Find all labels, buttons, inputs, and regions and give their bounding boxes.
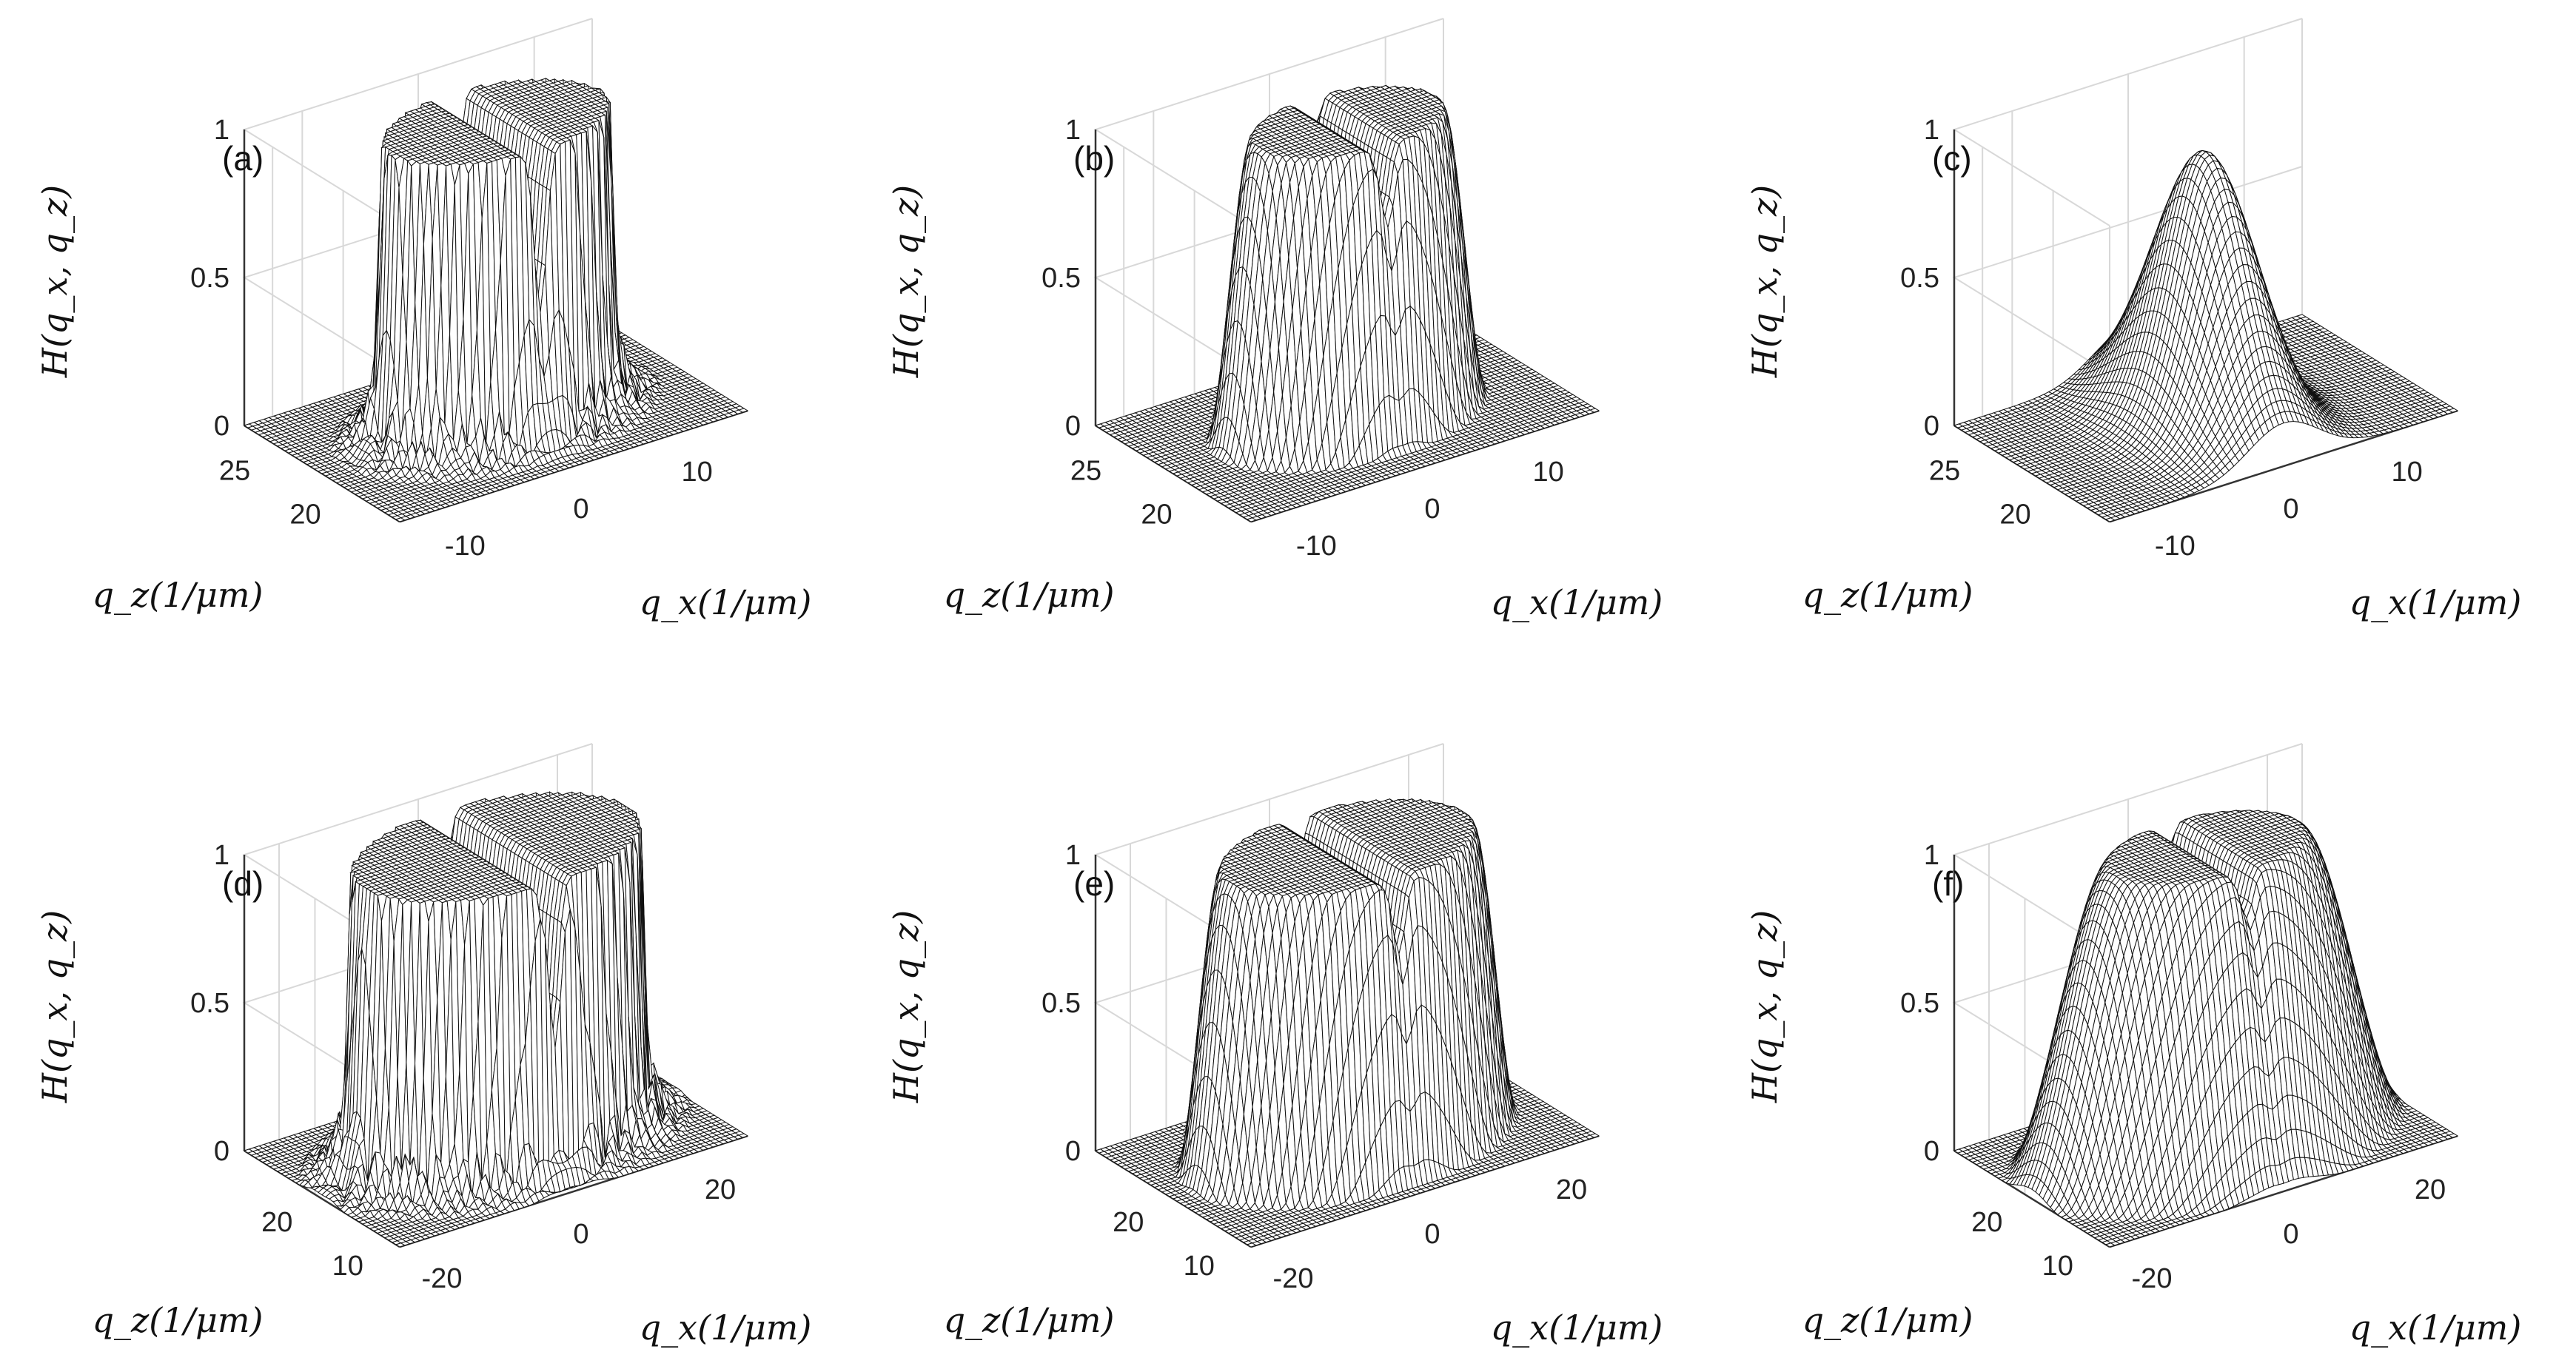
z-axis-label: H(q_x, q_z) bbox=[35, 185, 75, 378]
z-tick-label: 0 bbox=[214, 411, 229, 442]
qz-axis-label: q_z(1/μm) bbox=[93, 575, 264, 615]
qx-axis-label: q_x(1/μm) bbox=[640, 582, 812, 622]
panel-label: (a) bbox=[222, 139, 264, 178]
z-tick-label: 0.5 bbox=[190, 263, 229, 294]
qz-tick-label: 20 bbox=[289, 500, 321, 531]
qx-tick-label: 10 bbox=[682, 457, 713, 488]
qz-tick-label: 25 bbox=[219, 456, 250, 487]
qx-tick-label: -10 bbox=[445, 531, 486, 562]
qx-tick-label: 0 bbox=[573, 494, 588, 525]
surface bbox=[1094, 84, 1600, 522]
surface bbox=[243, 78, 749, 522]
